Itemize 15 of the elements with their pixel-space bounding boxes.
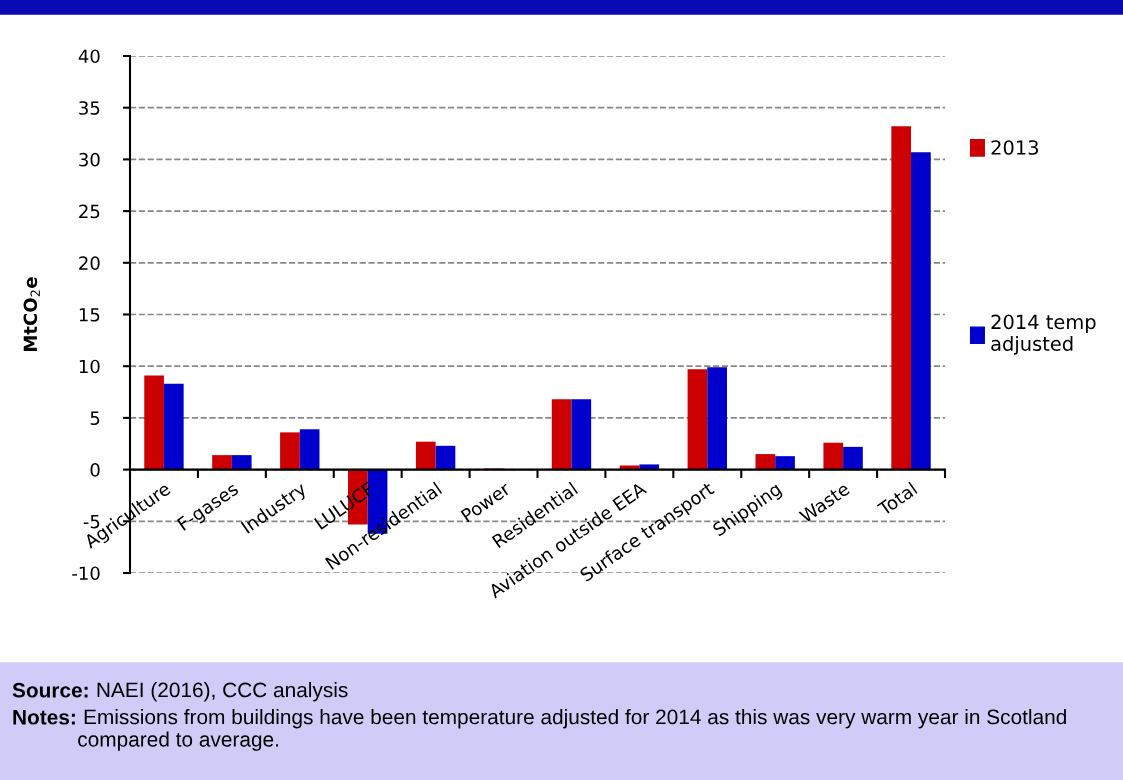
y-tick-label: 20 (79, 256, 100, 270)
y-tick-label: 35 (79, 101, 100, 115)
y-tick-label: 10 (79, 359, 100, 374)
legend-label: 2013 (991, 140, 1039, 155)
y-tick-label: -10 (72, 566, 100, 581)
y-tick-label: 40 (78, 49, 100, 64)
y-tick-label: 0 (90, 463, 100, 477)
text: Notes: Emissions from buildings have been temperature adjusted for 2014 as this was very warm year in Scotland compared to average. (13, 709, 1066, 751)
source-note: Source: NAEI (2016), CCC analysis (12, 682, 348, 702)
y-tick-label: 5 (90, 411, 100, 426)
legend-label: 2014 temp adjusted (991, 314, 1096, 355)
y-tick-label: 25 (79, 204, 100, 219)
y-tick-label: 15 (79, 308, 100, 322)
y-axis-title: MtCO$_{2}$e (23, 277, 40, 351)
y-tick-label: 30 (79, 152, 100, 167)
